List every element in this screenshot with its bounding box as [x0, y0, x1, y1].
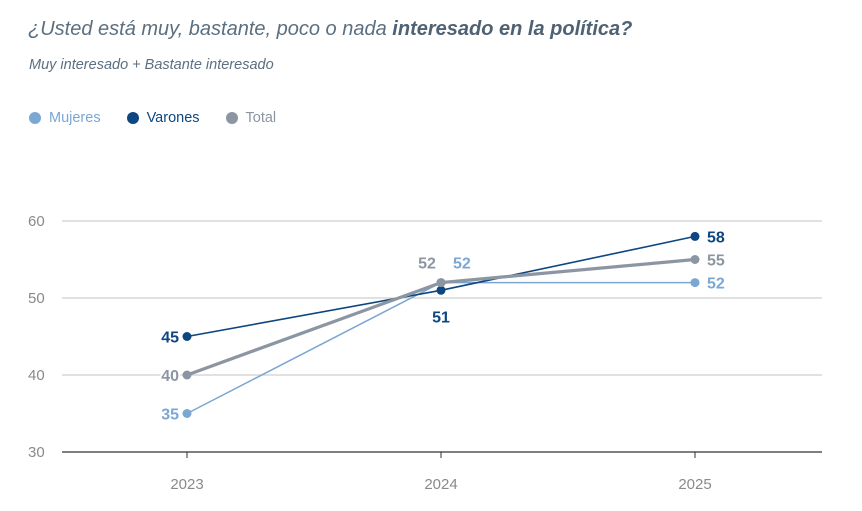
data-label-mujeres: 52 — [453, 256, 471, 273]
y-tick-label: 40 — [28, 367, 45, 384]
data-point-total — [436, 278, 446, 288]
chart-legend: Mujeres Varones Total — [29, 110, 276, 126]
data-label-mujeres: 35 — [161, 407, 179, 424]
legend-item-total[interactable]: Total — [225, 110, 277, 126]
data-label-varones: 58 — [707, 229, 725, 246]
x-tick-label: 2023 — [170, 476, 203, 493]
x-tick-label: 2024 — [424, 476, 457, 493]
data-label-total: 40 — [161, 368, 179, 385]
x-tick-label: 2025 — [678, 476, 711, 493]
legend-dot-icon — [126, 112, 139, 124]
data-point-total — [182, 370, 192, 380]
data-point-total — [690, 255, 700, 264]
chart-title-prefix: ¿Usted está muy, bastante, poco o nada — [28, 18, 393, 40]
data-point-varones — [690, 231, 700, 241]
data-label-varones: 51 — [432, 309, 450, 326]
data-label-varones: 45 — [161, 330, 179, 347]
y-tick-label: 60 — [28, 213, 45, 230]
data-label-total: 52 — [418, 256, 436, 273]
legend-label-varones: Varones — [146, 110, 200, 126]
legend-item-mujeres[interactable]: Mujeres — [29, 110, 101, 126]
data-label-total: 55 — [707, 253, 725, 270]
legend-label-total: Total — [245, 110, 277, 126]
chart-title: ¿Usted está muy, bastante, poco o nada i… — [28, 18, 632, 41]
chart-title-bold: interesado en la política? — [392, 18, 633, 40]
data-label-mujeres: 52 — [707, 276, 725, 293]
legend-label-mujeres: Mujeres — [49, 110, 101, 126]
data-point-mujeres — [690, 278, 700, 288]
data-point-varones — [182, 332, 192, 341]
chart-subtitle: Muy interesado + Bastante interesado — [29, 57, 274, 73]
data-point-mujeres — [182, 409, 192, 418]
y-tick-label: 30 — [28, 444, 45, 461]
data-point-varones — [436, 285, 446, 295]
legend-item-varones[interactable]: Varones — [126, 110, 200, 126]
y-tick-label: 50 — [28, 290, 45, 307]
legend-dot-icon — [29, 112, 41, 124]
legend-dot-icon — [225, 112, 238, 124]
